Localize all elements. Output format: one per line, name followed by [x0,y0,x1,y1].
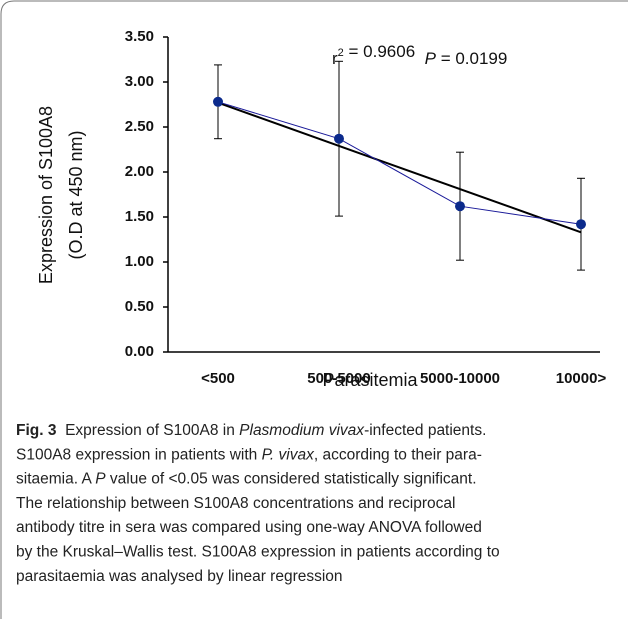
caption-line: S100A8 expression in patients with P. vi… [16,446,482,463]
y-tick-label: 1.50 [125,208,154,225]
caption-line: by the Kruskal–Wallis test. S100A8 expre… [16,544,500,561]
y-tick-label: 0.50 [125,298,154,315]
x-tick-label: 5000-10000 [420,370,500,387]
caption-italic: P [95,471,106,488]
x-tick-label: <500 [201,370,235,387]
annotation-text: = 0.0199 [436,49,507,68]
caption-text: , according to their para- [314,446,482,463]
caption-label: Fig. 3 [16,422,57,439]
annotation-italic: P [425,49,437,68]
y-tick-label: 3.50 [125,28,154,45]
series-line [217,101,582,225]
caption-text: sitaemia. A [16,471,95,488]
caption-line: antibody titre in sera was compared usin… [16,519,482,536]
point [334,133,344,144]
caption-italic: Plasmodium vivax [239,422,365,439]
caption-text: parasitaemia was analysed by linear regr… [16,568,343,585]
y-tick-label: 2.00 [125,163,154,180]
caption-line: Fig. 3 Expression of S100A8 in Plasmodiu… [16,422,486,439]
x-tick-label: 10000> [556,370,607,387]
caption-italic: P. vivax [262,446,316,463]
annotation-sup: 2 [338,47,344,59]
caption-text: value of <0.05 was considered statistica… [106,471,477,488]
annotation-text: = 0.9606 [344,42,425,61]
caption-line: The relationship between S100A8 concentr… [16,495,455,512]
caption-text: Expression of S100A8 in [56,422,239,439]
y-tick-label: 0.00 [125,343,154,360]
y-tick-label: 2.50 [125,118,154,135]
annotation: r2 = 0.9606 P = 0.0199 [332,42,507,68]
caption-text: -infected patients. [364,422,486,439]
caption-text: antibody titre in sera was compared usin… [16,519,482,536]
point [576,219,586,230]
y-axis-title: Expression of S100A8 [36,106,56,284]
x-axis-title: Parasitemia [322,370,418,390]
caption-text: S100A8 expression in patients with [16,446,262,463]
point [455,201,465,212]
caption-line: sitaemia. A P value of <0.05 was conside… [16,471,477,488]
point [213,96,223,107]
y-axis-title: (O.D at 450 nm) [66,130,86,259]
x-tick-label: 500-5000 [307,370,370,387]
annotation-text: r [332,49,338,68]
caption-line: parasitaemia was analysed by linear regr… [16,568,343,585]
y-tick-label: 1.00 [125,253,154,270]
trendline [217,101,582,234]
y-tick-label: 3.00 [125,73,154,90]
caption-text: The relationship between S100A8 concentr… [16,495,455,512]
caption-text: by the Kruskal–Wallis test. S100A8 expre… [16,544,500,561]
